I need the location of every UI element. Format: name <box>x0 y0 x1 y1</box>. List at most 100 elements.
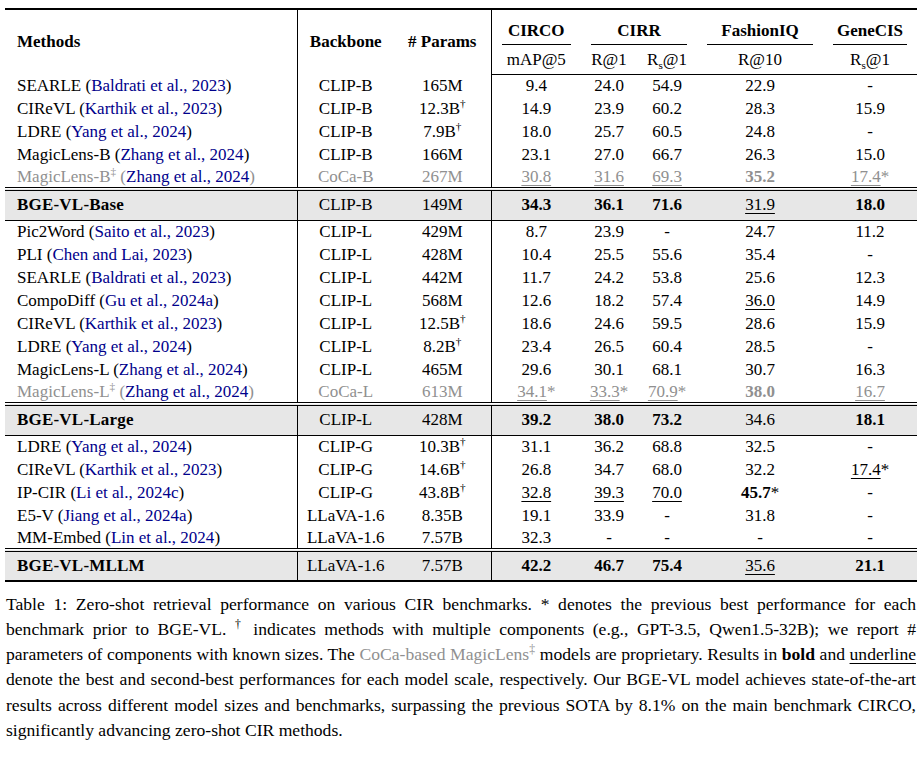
metric-value: - <box>606 528 612 547</box>
citation-link[interactable]: Baldrati et al., 2023 <box>91 76 226 95</box>
metric-value: 46.7 <box>594 556 624 575</box>
multi-component-mark: † <box>460 435 466 447</box>
backbone-cell: CLIP-L <box>297 335 394 358</box>
table-row: MM-Embed (Lin et al., 2024)LLaVA-1.67.57… <box>5 527 917 550</box>
metric-cell: 24.8 <box>697 120 823 143</box>
citation-link[interactable]: Saito et al., 2023 <box>95 222 210 241</box>
citation-link[interactable]: Zhang et al., 2024 <box>119 360 242 379</box>
method-name: MagicLens-B <box>17 145 110 164</box>
metric-cell: 24.0 <box>581 74 637 97</box>
col-group-circo: CIRCO <box>491 9 581 45</box>
metric-value: 30.1 <box>594 360 624 379</box>
metric-cell: 31.9 <box>697 189 823 220</box>
metric-value: 16.7 <box>855 382 885 401</box>
caption-segment: underline <box>850 644 916 664</box>
citation-link[interactable]: Karthik et al., 2023 <box>85 460 217 479</box>
params-cell: 428M <box>394 404 491 435</box>
metric-value: 73.2 <box>652 410 682 429</box>
caption-segment: CoCa-based MagicLens <box>359 644 529 664</box>
metric-cell: 11.2 <box>823 220 917 243</box>
metric-value: - <box>867 483 873 502</box>
metric-value: 26.5 <box>594 337 624 356</box>
multi-component-mark: † <box>456 120 462 132</box>
metric-cell: 16.3 <box>823 358 917 381</box>
metric-cell: 36.2 <box>581 435 637 458</box>
metric-cell: 18.6 <box>491 312 581 335</box>
metric-value: - <box>867 528 873 547</box>
backbone-cell: CLIP-L <box>297 266 394 289</box>
metric-value: 18.0 <box>855 195 885 214</box>
citation-link[interactable]: Chen and Lai, 2023 <box>52 245 186 264</box>
method-cell: CompoDiff (Gu et al., 2024a) <box>5 289 297 312</box>
method-cell: PLI (Chen and Lai, 2023) <box>5 243 297 266</box>
metric-cell: 26.5 <box>581 335 637 358</box>
metric-cell: 14.9 <box>823 289 917 312</box>
backbone-cell: CLIP-G <box>297 481 394 504</box>
metric-value: 70.0 <box>652 483 682 502</box>
metric-cell: 25.5 <box>581 243 637 266</box>
metric-value: 34.1 <box>517 382 547 401</box>
method-cell: LDRE (Yang et al., 2024) <box>5 435 297 458</box>
citation-link[interactable]: Zhang et al., 2024 <box>120 145 243 164</box>
backbone-cell: CoCa-B <box>297 166 394 189</box>
metric-cell: 55.6 <box>637 243 697 266</box>
metric-value: 17.4 <box>851 167 881 186</box>
citation-link[interactable]: Baldrati et al., 2023 <box>91 268 226 287</box>
citation-link[interactable]: Yang et al., 2024 <box>71 122 186 141</box>
metric-value: 71.6 <box>652 195 682 214</box>
metric-cell: 60.4 <box>637 335 697 358</box>
metric-value: 75.4 <box>652 556 682 575</box>
citation-link[interactable]: Zhang et al., 2024 <box>126 167 249 186</box>
method-name: CompoDiff <box>17 291 95 310</box>
metric-cell: - <box>581 527 637 550</box>
params-cell: 7.57B <box>394 550 491 581</box>
model-name: BGE-VL-Base <box>17 195 124 214</box>
metric-value: 23.9 <box>594 99 624 118</box>
multi-component-mark: † <box>460 481 466 493</box>
citation-link[interactable]: Zhang et al., 2024 <box>125 382 248 401</box>
caption-segment: and <box>815 644 850 664</box>
metric-cell: 32.3 <box>491 527 581 550</box>
metric-value: - <box>867 245 873 264</box>
metric-cell: 28.6 <box>697 312 823 335</box>
method-cell: BGE-VL-Large <box>5 404 297 435</box>
metric-cell: 19.1 <box>491 504 581 527</box>
metric-value: 29.6 <box>521 360 551 379</box>
metric-value: 21.1 <box>855 556 885 575</box>
metric-cell: - <box>697 527 823 550</box>
backbone-cell: CLIP-B <box>297 120 394 143</box>
metric-cell: 24.7 <box>697 220 823 243</box>
metric-value: 24.8 <box>745 122 775 141</box>
metric-cell: 38.0 <box>581 404 637 435</box>
method-cell: MagicLens-L (Zhang et al., 2024) <box>5 358 297 381</box>
metric-value: - <box>664 222 670 241</box>
metric-value: 31.1 <box>521 437 551 456</box>
multi-component-mark: † <box>460 97 466 109</box>
citation-link[interactable]: Gu et al., 2024a <box>105 291 213 310</box>
citation-link[interactable]: Lin et al., 2024 <box>111 528 214 547</box>
citation-link[interactable]: Jiang et al., 2024a <box>63 506 186 525</box>
backbone-cell: LLaVA-1.6 <box>297 527 394 550</box>
metric-cell: 24.2 <box>581 266 637 289</box>
metric-cell: 32.5 <box>697 435 823 458</box>
metric-cell: 18.0 <box>491 120 581 143</box>
metric-cell: 70.9* <box>637 381 697 404</box>
params-cell: 429M <box>394 220 491 243</box>
citation-link[interactable]: Karthik et al., 2023 <box>85 99 217 118</box>
metric-cell: 35.6 <box>697 550 823 581</box>
metric-value: 22.9 <box>745 76 775 95</box>
backbone-cell: CLIP-L <box>297 312 394 335</box>
citation-link[interactable]: Yang et al., 2024 <box>71 337 186 356</box>
metric-value: 18.0 <box>521 122 551 141</box>
citation-link[interactable]: Li et al., 2024c <box>76 483 178 502</box>
citation-link[interactable]: Karthik et al., 2023 <box>85 314 217 333</box>
prev-best-asterisk: * <box>547 382 556 401</box>
table-row: CIReVL (Karthik et al., 2023)CLIP-L12.5B… <box>5 312 917 335</box>
col-group-cirr: CIRR <box>581 9 697 45</box>
table-row: E5-V (Jiang et al., 2024a)LLaVA-1.68.35B… <box>5 504 917 527</box>
method-name: MM-Embed <box>17 528 101 547</box>
multi-component-mark: † <box>456 335 462 347</box>
citation-link[interactable]: Yang et al., 2024 <box>71 437 186 456</box>
metric-value: 24.0 <box>594 76 624 95</box>
params-cell: 465M <box>394 358 491 381</box>
